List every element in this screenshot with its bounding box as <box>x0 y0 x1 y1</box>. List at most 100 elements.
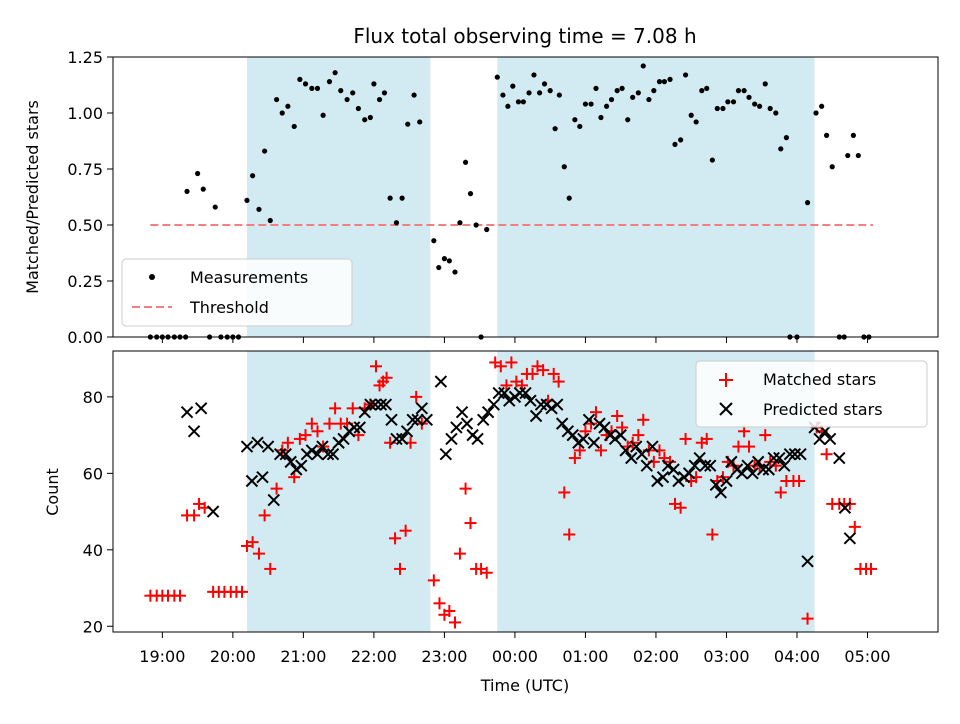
measurement-point <box>452 269 458 275</box>
predicted-star-point <box>267 493 280 507</box>
predicted-star-point <box>704 459 717 472</box>
matched-star-point <box>329 402 342 415</box>
x-tick-label: 22:00 <box>351 647 397 666</box>
matched-star-point <box>537 364 550 377</box>
predicted-star-point <box>614 428 627 442</box>
measurement-point <box>635 90 641 96</box>
matched-star-point <box>370 360 383 373</box>
bottom-panel-frame <box>112 350 939 633</box>
predicted-star-point <box>385 413 398 427</box>
matched-star-point <box>590 406 603 419</box>
measurement-point <box>212 204 218 210</box>
matched-star-point <box>594 444 607 457</box>
measurement-point <box>640 63 646 69</box>
top-panel: 0.00 0.25 0.50 0.75 1.00 1.25 Matched/Predict… <box>23 48 939 347</box>
measurement-point <box>688 112 694 118</box>
bottom-y-tick-label: 20 <box>83 617 103 636</box>
predicted-star-point <box>311 448 324 461</box>
measurement-point <box>399 195 405 201</box>
measurement-point <box>320 112 326 118</box>
predicted-star-point <box>316 440 329 453</box>
matched-star-point <box>616 421 629 434</box>
measurement-point <box>678 137 684 143</box>
predicted-star-point <box>240 440 254 453</box>
measurement-point <box>505 103 511 109</box>
predicted-star-point <box>379 398 393 411</box>
predicted-star-point <box>640 459 653 472</box>
measurement-point <box>500 92 506 98</box>
predicted-star-point <box>714 486 728 499</box>
predicted-star-point <box>194 402 208 415</box>
x-tick-label: 23:00 <box>421 647 467 666</box>
measurement-point <box>515 99 522 105</box>
predicted-star-point <box>434 375 448 388</box>
matched-star-point <box>288 471 301 484</box>
measurement-point <box>431 238 437 244</box>
top-y-tick-label: 0.50 <box>67 216 103 235</box>
measurement-point <box>244 197 250 203</box>
predicted-star-point <box>555 417 569 430</box>
predicted-star-point <box>783 448 797 461</box>
matched-star-point <box>801 612 814 625</box>
measurement-point <box>462 159 469 165</box>
top-y-tick-label: 0.00 <box>67 328 103 347</box>
predicted-star-point <box>741 459 754 472</box>
measurement-point <box>630 94 636 100</box>
top-y-tick-label: 0.75 <box>67 160 103 179</box>
predicted-star-point <box>519 386 532 400</box>
measurement-point <box>411 92 417 98</box>
measurement-point <box>441 256 448 262</box>
observing-window-span <box>246 351 431 632</box>
top-y-tick-label: 1.00 <box>67 104 103 123</box>
predicted-star-point <box>347 421 361 434</box>
predicted-star-point <box>656 470 670 484</box>
predicted-star-point <box>794 448 807 461</box>
matched-star-point <box>793 474 806 487</box>
top-panel-frame <box>112 56 939 338</box>
predicted-star-point <box>498 386 511 400</box>
predicted-star-point <box>545 402 558 415</box>
predicted-star-point <box>667 463 680 476</box>
matched-star-point <box>732 440 745 453</box>
top-legend: Measurements Threshold <box>121 258 353 327</box>
measurement-point <box>371 81 377 87</box>
matched-star-point <box>448 616 461 629</box>
measurement-point <box>355 105 361 112</box>
predicted-star-point <box>364 398 377 411</box>
predicted-star-point <box>688 459 701 472</box>
predicted-star-point <box>582 413 596 427</box>
measurement-point <box>720 105 726 112</box>
predicted-star-point <box>619 444 632 457</box>
predicted-star-point <box>551 398 564 411</box>
predicted-star-point <box>513 386 527 400</box>
measurement-point <box>376 96 383 103</box>
matched-star-point <box>281 436 294 449</box>
matched-star-point <box>393 562 406 575</box>
measurement-point <box>381 90 388 96</box>
measurement-point <box>405 121 411 127</box>
legend-measurements-marker <box>149 274 155 280</box>
measurement-point <box>778 146 784 152</box>
measurement-point <box>661 79 668 85</box>
measurement-point <box>537 90 543 96</box>
measurement-point <box>667 76 673 82</box>
measurement-point <box>741 88 747 94</box>
measurement-point <box>561 164 567 170</box>
matched-star-point <box>700 432 713 445</box>
measurement-point <box>285 103 291 109</box>
predicted-star-point <box>206 505 220 518</box>
matched-star-point <box>236 585 249 598</box>
predicted-star-point <box>534 398 548 411</box>
matched-star-point <box>774 486 787 499</box>
measurement-point <box>484 226 490 233</box>
matched-star-point <box>563 528 576 541</box>
predicted-star-point <box>767 451 780 465</box>
predicted-star-point <box>326 448 340 461</box>
predicted-star-point <box>735 467 749 480</box>
predicted-star-point <box>725 455 738 469</box>
measurement-point <box>625 117 631 123</box>
measurement-point <box>446 258 452 264</box>
predicted-star-point <box>445 432 458 446</box>
predicted-star-point <box>295 459 308 472</box>
matched-star-point <box>500 379 513 392</box>
